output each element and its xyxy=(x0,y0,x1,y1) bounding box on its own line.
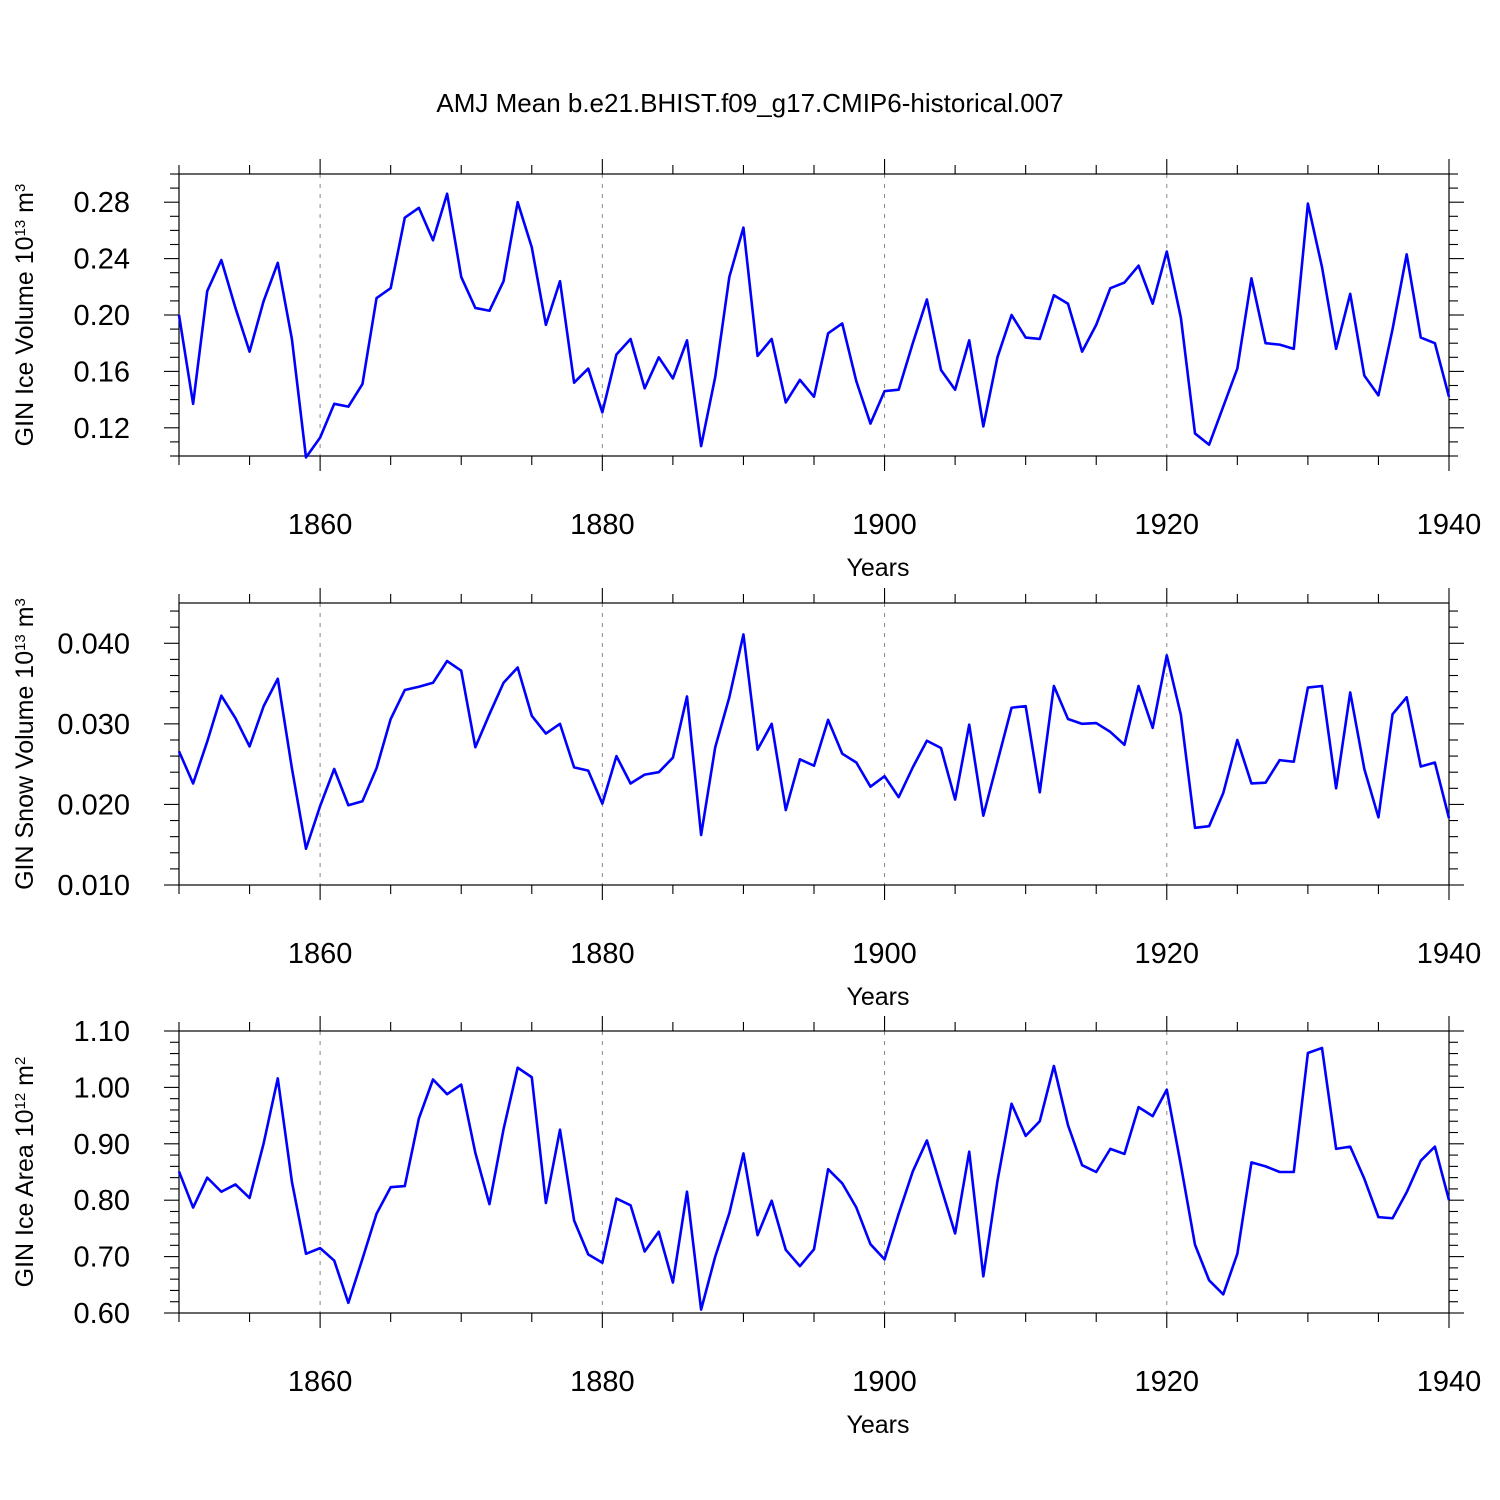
chart-title: AMJ Mean b.e21.BHIST.f09_g17.CMIP6-histo… xyxy=(436,88,1063,118)
y-tick-label: 1.00 xyxy=(74,1072,130,1104)
x-tick-label: 1920 xyxy=(1135,509,1200,541)
x-tick-label: 1920 xyxy=(1135,938,1200,970)
x-tick-label: 1880 xyxy=(570,938,635,970)
y-axis-title: GIN Snow Volume 1013 m3 xyxy=(11,598,39,890)
y-tick-label: 0.010 xyxy=(57,870,130,902)
x-tick-label: 1900 xyxy=(852,1366,917,1398)
y-tick-label: 0.24 xyxy=(74,244,130,276)
chart-panel-1: 1860 1880 1900 1920 1940 0.12 0.16 0.20 0.24 0.28… xyxy=(11,159,1481,582)
y-tick-label: 0.28 xyxy=(74,187,130,219)
y-tick-label: 0.12 xyxy=(74,413,130,445)
x-tick-label: 1900 xyxy=(852,509,917,541)
y-tick-label: 1.10 xyxy=(74,1016,130,1048)
y-axis-title: GIN Ice Area 1012 m2 xyxy=(11,1057,39,1288)
y-tick-label: 0.040 xyxy=(57,628,130,660)
series-line xyxy=(177,192,1451,459)
y-tick-label: 0.020 xyxy=(57,789,130,821)
x-tick-label: 1860 xyxy=(288,509,353,541)
y-tick-label: 0.030 xyxy=(57,709,130,741)
x-tick-label: 1860 xyxy=(288,1366,353,1398)
series-line xyxy=(177,633,1451,851)
x-tick-label: 1940 xyxy=(1417,509,1482,541)
y-axis-title: GIN Ice Volume 1013 m3 xyxy=(11,184,39,447)
x-axis-title: Years xyxy=(846,554,909,582)
x-tick-label: 1940 xyxy=(1417,1366,1482,1398)
y-tick-label: 0.70 xyxy=(74,1242,130,1274)
x-tick-label: 1880 xyxy=(570,509,635,541)
x-tick-label: 1900 xyxy=(852,938,917,970)
x-tick-label: 1860 xyxy=(288,938,353,970)
plot-frame xyxy=(178,1030,1450,1314)
x-axis-title: Years xyxy=(846,983,909,1011)
x-tick-label: 1880 xyxy=(570,1366,635,1398)
y-tick-label: 0.90 xyxy=(74,1129,130,1161)
plot-frame xyxy=(178,602,1450,886)
y-tick-label: 0.80 xyxy=(74,1185,130,1217)
x-tick-label: 1920 xyxy=(1135,1366,1200,1398)
y-tick-label: 0.16 xyxy=(74,356,130,388)
y-tick-label: 0.20 xyxy=(74,300,130,332)
x-tick-label: 1940 xyxy=(1417,938,1482,970)
chart-panel-2: 1860 1880 1900 1920 1940 0.010 0.020 0.030 0.040… xyxy=(11,588,1481,1011)
x-axis-title: Years xyxy=(846,1411,909,1439)
y-tick-label: 0.60 xyxy=(74,1298,130,1330)
series-line xyxy=(177,1046,1451,1311)
chart-panel-3: 1860 1880 1900 1920 1940 0.60 0.70 0.80 0.90 1.00… xyxy=(11,1016,1481,1439)
